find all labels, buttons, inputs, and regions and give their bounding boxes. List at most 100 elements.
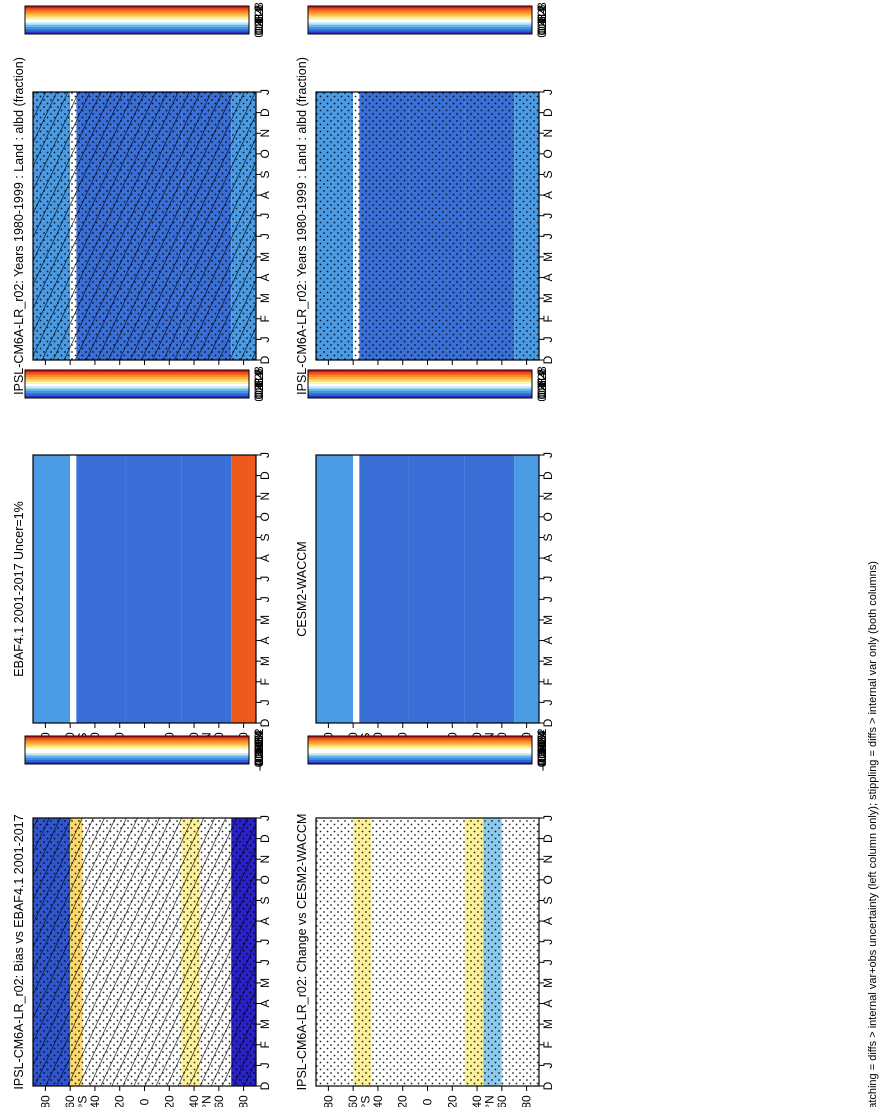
- lat-label: 0: [138, 1098, 152, 1105]
- colorbar-label: -0.24: [252, 741, 266, 769]
- lat-label: 40: [371, 1095, 385, 1107]
- lat-label: 60: [495, 1095, 509, 1107]
- colorbar-swatch: [25, 761, 249, 765]
- colorbar-label: -0.32: [535, 744, 549, 772]
- heatmap-band-p3-1: [70, 455, 77, 723]
- month-label: D: [541, 355, 555, 364]
- month-label: M: [258, 293, 272, 303]
- colorbar-swatch: [308, 759, 532, 763]
- colorbar-label: 0.4: [535, 18, 549, 35]
- month-label: M: [541, 615, 555, 625]
- lat-unit-north: °N: [482, 1095, 496, 1107]
- month-label: J: [541, 959, 555, 965]
- colorbar-frame: [307, 735, 533, 765]
- panel-title: IPSL-CM6A-LR_r02: Change vs CESM2-WACCM: [295, 814, 309, 1091]
- month-label: J: [258, 815, 272, 821]
- colorbar-swatch: [25, 759, 249, 763]
- colorbar-swatch: [25, 13, 249, 16]
- colorbar-label: 0: [535, 745, 549, 752]
- heatmap-band-p4-0: [316, 455, 354, 723]
- month-label: J: [258, 213, 272, 219]
- colorbar-label: 1.6: [535, 4, 549, 21]
- colorbar-label: 1.4: [252, 7, 266, 24]
- colorbar-label: -0.24: [535, 741, 549, 769]
- colorbar-swatch: [308, 386, 532, 389]
- colorbar-swatch: [308, 742, 532, 745]
- colorbar-swatch: [25, 379, 249, 382]
- month-label: J: [258, 452, 272, 458]
- colorbar-label: 0.4: [252, 382, 266, 399]
- month-label: N: [258, 129, 272, 138]
- colorbar-swatch: [25, 6, 249, 9]
- month-label: A: [258, 917, 272, 925]
- month-label: J: [541, 336, 555, 342]
- colorbar-swatch: [308, 744, 532, 748]
- heatmap-band-p3-3: [125, 455, 182, 723]
- month-label: J: [541, 596, 555, 602]
- month-label: O: [258, 512, 272, 521]
- colorbar-swatch: [25, 31, 249, 35]
- colorbar-label: 0.08: [252, 735, 266, 759]
- lat-label: 80: [321, 1095, 335, 1107]
- month-label: M: [541, 656, 555, 666]
- month-label: D: [541, 718, 555, 727]
- colorbar-swatch: [25, 384, 249, 387]
- month-label: S: [541, 533, 555, 541]
- month-label: A: [258, 637, 272, 645]
- colorbar-swatch: [308, 374, 532, 378]
- colorbar-frame: [307, 369, 533, 399]
- colorbar-label: 1.2: [252, 9, 266, 26]
- month-label: S: [258, 896, 272, 904]
- colorbar-label: 1.2: [535, 373, 549, 390]
- month-label: J: [541, 699, 555, 705]
- month-label: J: [541, 815, 555, 821]
- colorbar-swatch: [25, 744, 249, 748]
- lat-label: 20: [445, 1095, 459, 1107]
- colorbar-label: 0.8: [535, 378, 549, 395]
- month-label: J: [541, 89, 555, 95]
- lat-label: 80: [237, 1095, 251, 1107]
- colorbar-swatch: [25, 736, 249, 739]
- colorbar-swatch: [25, 20, 249, 23]
- colorbar-label: 0.6: [535, 16, 549, 33]
- colorbar-swatch: [308, 736, 532, 739]
- month-label: M: [258, 978, 272, 988]
- month-label: J: [541, 939, 555, 945]
- lat-label: 80: [520, 1095, 534, 1107]
- colorbar-p2: 21.81.61.41.210.80.60.40.20: [307, 2, 549, 38]
- month-label: A: [541, 554, 555, 562]
- colorbar-frame: [24, 369, 250, 399]
- colorbar-label: 1.8: [252, 366, 266, 383]
- colorbar-swatch: [25, 8, 249, 11]
- colorbar-label: 1.4: [252, 371, 266, 388]
- colorbar-label: 0: [535, 28, 549, 35]
- colorbar-label: 1.4: [535, 7, 549, 24]
- lat-label: 60: [346, 1095, 360, 1107]
- month-label: J: [258, 233, 272, 239]
- colorbar-label: 1.6: [535, 368, 549, 385]
- colorbar-label: 0: [252, 745, 266, 752]
- colorbar-label: -0.32: [252, 744, 266, 772]
- colorbar-label: 0.16: [252, 733, 266, 757]
- month-label: D: [541, 1081, 555, 1090]
- colorbar-swatch: [308, 370, 532, 373]
- lat-label: 0: [421, 1098, 435, 1105]
- colorbar-swatch: [308, 13, 532, 16]
- month-label: M: [541, 978, 555, 988]
- colorbar-p6: 0.40.320.240.160.080-0.08-0.16-0.24-0.32…: [307, 728, 549, 772]
- panel-title: IPSL-CM6A-LR_r02: Years 1980-1999 : Land…: [12, 57, 26, 395]
- colorbar-swatch: [25, 742, 249, 745]
- panel-p1: DJFMAMJJASONDJ80604020020406080°N°SIPSL-…: [12, 2, 272, 395]
- colorbar-swatch: [308, 753, 532, 756]
- colorbar-swatch: [25, 755, 249, 758]
- colorbar-swatch: [308, 8, 532, 11]
- month-label: M: [541, 252, 555, 262]
- lat-label: 60: [212, 1095, 226, 1107]
- colorbar-swatch: [308, 27, 532, 30]
- month-label: O: [258, 149, 272, 158]
- colorbar-label: 0.08: [535, 735, 549, 759]
- month-label: J: [258, 939, 272, 945]
- colorbar-label: 0.24: [252, 730, 266, 754]
- month-label: F: [258, 1041, 272, 1048]
- lat-label: 80: [38, 1095, 52, 1107]
